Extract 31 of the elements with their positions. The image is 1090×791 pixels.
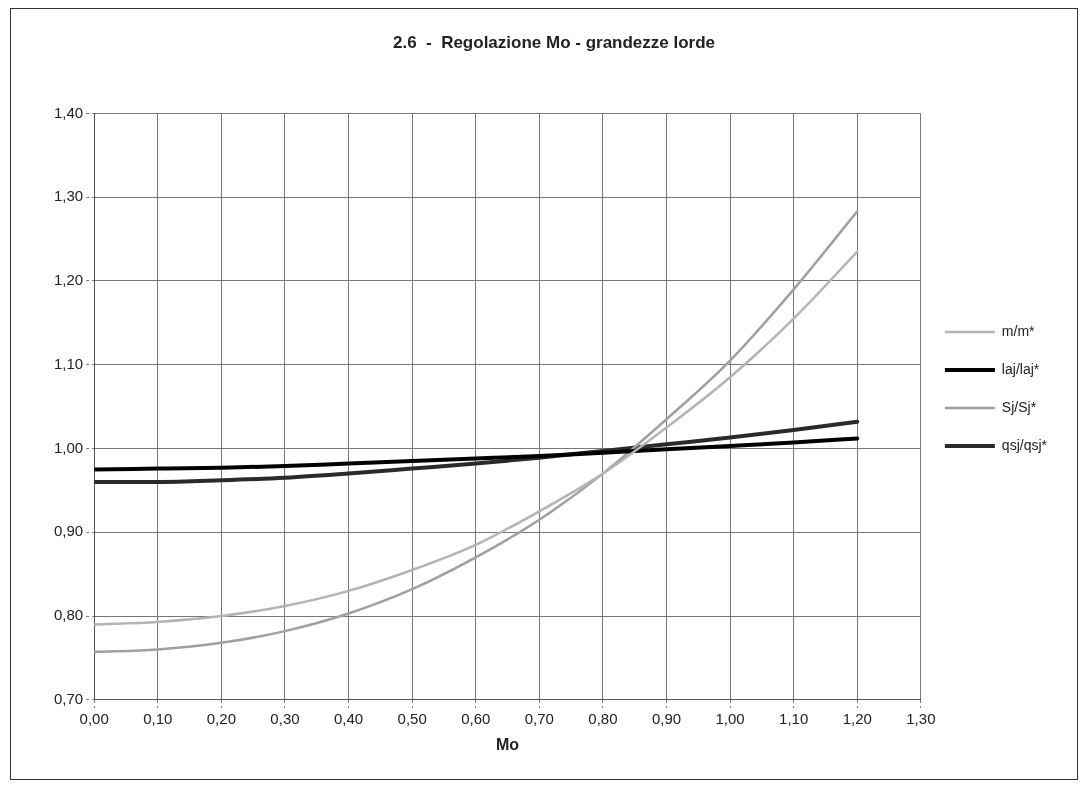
y-tick-label: 0,90 [53, 522, 84, 540]
x-tick-label: 1,00 [715, 709, 745, 727]
x-tick-label: 0,10 [143, 709, 173, 727]
x-tick-label: 1,10 [779, 709, 809, 727]
x-tick-label: 1,20 [842, 709, 872, 727]
x-tick-label: 0,90 [651, 709, 682, 727]
legend-label: qsj/qsj* [1001, 436, 1048, 453]
legend-label: Sj/Sj* [1001, 398, 1037, 415]
y-tick-label: 1,10 [53, 354, 84, 372]
x-tick-label: 0,20 [206, 709, 236, 727]
legend-label: m/m* [1001, 322, 1036, 339]
y-tick-label: 1,30 [53, 187, 84, 205]
x-tick-label: 0,70 [524, 709, 554, 727]
x-axis-title: Mo [495, 735, 520, 753]
x-tick-label: 0,00 [79, 709, 109, 727]
y-tick-label: 1,20 [53, 271, 84, 289]
legend-label: laj/laj* [1001, 360, 1040, 377]
y-tick-label: 0,70 [53, 689, 84, 707]
y-tick-label: 0,80 [53, 606, 84, 624]
x-tick-label: 1,30 [906, 709, 936, 727]
y-tick-label: 1,40 [53, 103, 84, 121]
chart-title: 2.6 - Regolazione Mo - grandezze lorde [392, 32, 716, 52]
y-tick-label: 1,00 [53, 438, 84, 456]
line-series [94, 210, 859, 654]
line-series [94, 436, 860, 472]
x-tick-label: 0,60 [461, 709, 491, 727]
x-tick-label: 0,30 [270, 709, 300, 727]
line-series [94, 250, 859, 626]
x-tick-label: 0,50 [397, 709, 427, 727]
x-tick-label: 0,80 [588, 709, 618, 727]
x-tick-label: 0,40 [333, 709, 364, 727]
